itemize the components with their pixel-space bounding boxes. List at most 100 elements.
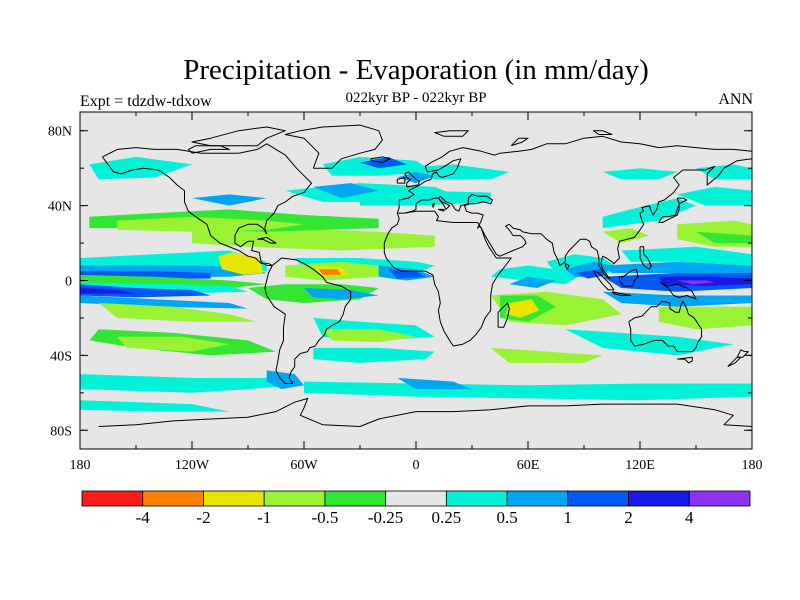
contour-region bbox=[117, 336, 230, 352]
contour-region bbox=[574, 269, 607, 279]
contour-region bbox=[509, 276, 556, 288]
colorbar: -4 -2 -1 -0.5 -0.25 0.25 0.5 1 2 4 bbox=[81, 490, 751, 527]
colorbar-swatch bbox=[688, 490, 751, 507]
contour-region bbox=[388, 269, 426, 279]
coastlines bbox=[98, 124, 752, 427]
contour-region bbox=[505, 299, 540, 318]
lon-tick-label: 60E bbox=[517, 458, 540, 473]
contour-region bbox=[658, 306, 752, 330]
contour-fields bbox=[80, 156, 752, 412]
coastline bbox=[383, 210, 512, 347]
coastline bbox=[257, 236, 277, 244]
colorbar-label: 0.5 bbox=[496, 508, 517, 527]
contour-region bbox=[218, 252, 263, 275]
colorbar-swatch bbox=[506, 490, 569, 507]
contour-region bbox=[602, 168, 678, 180]
contour-region bbox=[602, 291, 752, 307]
colorbar-label: -2 bbox=[196, 508, 210, 527]
colorbar-swatch bbox=[324, 490, 387, 507]
coastline bbox=[404, 158, 752, 280]
coastline bbox=[677, 356, 693, 364]
colorbar-label: -1 bbox=[257, 508, 271, 527]
contour-region bbox=[98, 303, 258, 322]
chart-title: Precipitation - Evaporation (in mm/day) bbox=[183, 54, 649, 86]
coastline bbox=[432, 203, 436, 208]
lon-tick-label: 60W bbox=[290, 458, 318, 473]
contour-region bbox=[313, 347, 435, 363]
contour-region bbox=[318, 269, 342, 275]
contour-region bbox=[89, 156, 192, 180]
coastline bbox=[658, 197, 688, 223]
lat-tick-label: 40S bbox=[50, 349, 72, 364]
coastline bbox=[187, 145, 230, 154]
lon-tick-label: 0 bbox=[413, 458, 420, 473]
colorbar-label: 4 bbox=[685, 508, 694, 527]
coastline bbox=[660, 281, 697, 300]
colorbar-swatch bbox=[445, 490, 508, 507]
contour-region bbox=[266, 370, 304, 390]
contour-region bbox=[117, 216, 304, 232]
lat-tick-label: 80S bbox=[50, 424, 72, 439]
coastline bbox=[434, 130, 469, 137]
coastline bbox=[564, 263, 570, 270]
contour-region bbox=[677, 280, 715, 285]
coastline bbox=[592, 270, 615, 291]
coastline bbox=[98, 397, 752, 427]
colorbar-swatch bbox=[628, 490, 690, 507]
season-label: ANN bbox=[718, 91, 753, 108]
coastline bbox=[628, 300, 703, 353]
coastline bbox=[510, 137, 529, 147]
coastline bbox=[437, 208, 445, 212]
coastline bbox=[639, 246, 652, 270]
contour-region bbox=[80, 374, 304, 393]
lat-tick-label: 40N bbox=[48, 200, 72, 215]
colorbar-swatch bbox=[142, 490, 204, 507]
lon-tick-label: 180 bbox=[70, 458, 91, 473]
coastline bbox=[101, 143, 312, 266]
lon-tick-label: 120E bbox=[625, 458, 655, 473]
longitude-axis: 180 120W 60W 0 60E 120E 180 bbox=[70, 112, 763, 473]
contour-region bbox=[80, 295, 248, 309]
lat-tick-label: 80N bbox=[48, 125, 72, 140]
contour-region bbox=[397, 171, 435, 184]
coastline bbox=[592, 130, 613, 135]
contour-region bbox=[360, 190, 491, 206]
coastline bbox=[370, 156, 391, 164]
coastline bbox=[396, 177, 406, 184]
colorbar-label: 0.25 bbox=[432, 508, 462, 527]
colorbar-label: -0.5 bbox=[311, 508, 338, 527]
contour-region bbox=[602, 261, 752, 273]
coastline bbox=[284, 124, 383, 169]
colorbar-swatch bbox=[567, 490, 629, 507]
colorbar-label: -4 bbox=[136, 508, 151, 527]
lon-tick-label: 120W bbox=[175, 458, 210, 473]
colorbar-label: -0.25 bbox=[368, 508, 403, 527]
contour-region bbox=[621, 246, 752, 266]
colorbar-swatch bbox=[385, 490, 447, 507]
colorbar-label: 2 bbox=[624, 508, 633, 527]
contour-region bbox=[397, 377, 472, 390]
coastline bbox=[619, 268, 639, 287]
coastline bbox=[404, 171, 421, 188]
contour-region bbox=[322, 329, 416, 343]
chart-subtitle: 022kyr BP - 022kyr BP bbox=[345, 90, 487, 106]
coastline bbox=[497, 302, 510, 328]
contour-region bbox=[80, 288, 136, 294]
coastline bbox=[727, 356, 742, 368]
contour-region bbox=[490, 347, 603, 363]
colorbar-swatch bbox=[81, 490, 144, 507]
contour-region bbox=[677, 186, 752, 206]
contour-region bbox=[192, 194, 267, 206]
coastline bbox=[611, 291, 632, 296]
experiment-label: Expt = tdzdw-tdxow bbox=[80, 93, 212, 110]
lat-tick-label: 0 bbox=[65, 275, 72, 290]
contour-region bbox=[602, 198, 696, 229]
colorbar-swatch bbox=[263, 490, 326, 507]
coastline bbox=[396, 135, 752, 214]
contour-region bbox=[304, 288, 379, 300]
contour-region bbox=[696, 231, 752, 244]
contour-region bbox=[80, 400, 230, 412]
contour-region bbox=[80, 284, 211, 298]
contour-region bbox=[602, 228, 650, 244]
